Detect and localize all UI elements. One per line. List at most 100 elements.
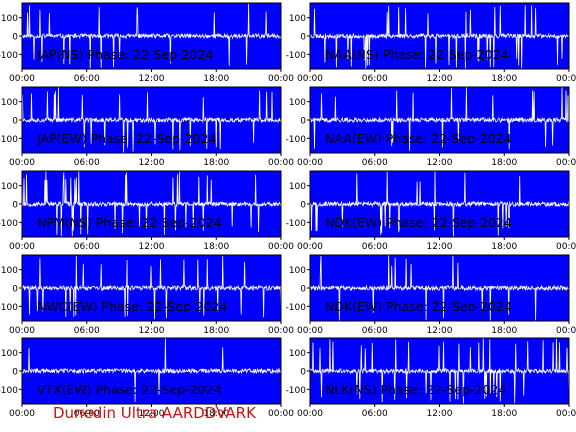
- y-tick-label: -100: [0, 386, 18, 396]
- y-tick-label: 100: [289, 98, 306, 108]
- y-tick-label: 100: [289, 266, 306, 276]
- x-tick-label: 18:00: [203, 409, 229, 419]
- x-tick-label: 18:00: [491, 326, 517, 336]
- x-tick-label: 12:00: [427, 158, 453, 168]
- y-tick-label: -100: [286, 135, 307, 145]
- series-line: [309, 255, 570, 321]
- y-tick-label: 0: [300, 117, 306, 127]
- x-tick-label: 00:00: [297, 242, 323, 252]
- x-tick-label: 12:00: [427, 326, 453, 336]
- x-tick-label: 12:00: [427, 409, 453, 419]
- panel-title: VTX(EW) Phase: 22-Sep-2024: [37, 382, 222, 397]
- x-tick-label: 12:00: [427, 74, 453, 84]
- x-tick-label: 12:00: [139, 242, 165, 252]
- credit-label: Dunedin Ultra AARDDVARK: [53, 404, 256, 422]
- x-tick-label: 00:00: [9, 409, 35, 419]
- x-tick-label: 06:00: [362, 242, 388, 252]
- x-tick-label: 12:00: [139, 409, 165, 419]
- y-tick-label: 100: [289, 182, 306, 192]
- series-line: [309, 87, 570, 151]
- x-tick-label: 00:00: [297, 326, 323, 336]
- y-tick-label: 0: [300, 285, 306, 295]
- x-tick-label: 18:00: [203, 74, 229, 84]
- x-tick-label: 12:00: [427, 242, 453, 252]
- x-tick-label: 12:00: [139, 74, 165, 84]
- x-tick-label: 00:00: [556, 326, 576, 336]
- y-tick-label: -100: [286, 51, 307, 61]
- y-tick-label: 100: [1, 266, 18, 276]
- x-tick-label: 06:00: [362, 409, 388, 419]
- x-tick-label: 00:00: [297, 74, 323, 84]
- series-line: [309, 171, 570, 237]
- x-tick-label: 00:00: [556, 74, 576, 84]
- x-tick-label: 06:00: [74, 158, 100, 168]
- panel-title: NAA(EW) Phase: 22-Sep-2024: [325, 131, 512, 146]
- series-line: [21, 86, 282, 153]
- y-tick-label: -100: [0, 219, 18, 229]
- y-tick-label: -100: [0, 303, 18, 313]
- panel-1: 100 0 -100 00:00 06:00 12:00 18:00 00:00 JAP(NS)…: [0, 2, 294, 84]
- y-tick-label: 0: [300, 201, 306, 211]
- y-tick-label: 100: [289, 14, 306, 24]
- x-tick-label: 00:00: [556, 158, 576, 168]
- panel-9: 100 0 -100 00:00 06:00 12:00 18:00 00:00 VTX(EW)…: [0, 337, 294, 419]
- x-tick-label: 18:00: [203, 326, 229, 336]
- y-tick-label: -100: [0, 51, 18, 61]
- x-tick-label: 18:00: [203, 158, 229, 168]
- x-tick-label: 00:00: [297, 409, 323, 419]
- y-tick-label: 0: [12, 368, 18, 378]
- y-tick-label: 100: [1, 182, 18, 192]
- x-tick-label: 06:00: [362, 326, 388, 336]
- y-tick-label: 0: [300, 368, 306, 378]
- panel-2: 100 0 -100 00:00 06:00 12:00 18:00 00:00 NAA(NS)…: [286, 2, 576, 84]
- series-line: [21, 338, 282, 402]
- x-tick-label: 00:00: [9, 74, 35, 84]
- series-line: [21, 256, 282, 320]
- panel-10: 100 0 -100 00:00 06:00 12:00 18:00 00:00 NLK(NS)…: [286, 337, 576, 419]
- x-tick-label: 12:00: [139, 158, 165, 168]
- panel-title: NDK(EW) Phase: 22-Sep-2024: [325, 215, 512, 230]
- y-tick-label: 0: [300, 33, 306, 43]
- x-tick-label: 00:00: [297, 158, 323, 168]
- panel-title: JAP(EW) Phase: 22-Sep-2024: [36, 131, 216, 146]
- x-tick-label: 06:00: [362, 74, 388, 84]
- x-tick-label: 00:00: [268, 242, 294, 252]
- panel-6: 100 0 -100 00:00 06:00 12:00 18:00 00:00 NDK(EW)…: [286, 170, 576, 252]
- y-tick-label: 0: [12, 33, 18, 43]
- panel-title: JAP(NS) Phase: 22-Sep-2024: [36, 47, 213, 62]
- panel-title: NDK(EW) Phase: 22-Sep-2024: [325, 299, 512, 314]
- panel-5: 100 0 -100 00:00 06:00 12:00 18:00 00:00 NPM(NS)…: [0, 170, 294, 252]
- x-tick-label: 00:00: [268, 326, 294, 336]
- x-tick-label: 00:00: [556, 409, 576, 419]
- series-line: [21, 171, 282, 237]
- x-tick-label: 18:00: [491, 409, 517, 419]
- panel-4: 100 0 -100 00:00 06:00 12:00 18:00 00:00 NAA(EW)…: [286, 86, 576, 168]
- x-tick-label: 12:00: [139, 326, 165, 336]
- panel-title: NPM(NS) Phase: 22-Sep-2024: [37, 215, 222, 230]
- panel-title: NLK(NS) Phase: 22-Sep-2024: [325, 382, 506, 397]
- panel-8: 100 0 -100 00:00 06:00 12:00 18:00 00:00 NDK(EW)…: [286, 254, 576, 336]
- x-tick-label: 00:00: [9, 158, 35, 168]
- series-line: [309, 338, 570, 405]
- series-line: [309, 5, 570, 70]
- x-tick-label: 06:00: [74, 409, 100, 419]
- x-tick-label: 06:00: [74, 242, 100, 252]
- x-tick-label: 06:00: [74, 74, 100, 84]
- x-tick-label: 18:00: [491, 74, 517, 84]
- panel-title: NAA(NS) Phase: 22-Sep-2024: [325, 47, 509, 62]
- y-tick-label: -100: [286, 219, 307, 229]
- plot-area: [22, 171, 281, 237]
- y-tick-label: 100: [289, 349, 306, 359]
- x-tick-label: 00:00: [268, 158, 294, 168]
- y-tick-label: 100: [1, 14, 18, 24]
- panel-7: 100 0 -100 00:00 06:00 12:00 18:00 00:00 NWC(EW)…: [0, 254, 294, 336]
- x-tick-label: 00:00: [556, 242, 576, 252]
- x-tick-label: 00:00: [268, 409, 294, 419]
- y-tick-label: 0: [12, 285, 18, 295]
- x-tick-label: 06:00: [362, 158, 388, 168]
- series-line: [21, 3, 282, 69]
- x-tick-label: 18:00: [491, 242, 517, 252]
- x-tick-label: 06:00: [74, 326, 100, 336]
- y-tick-label: -100: [0, 135, 18, 145]
